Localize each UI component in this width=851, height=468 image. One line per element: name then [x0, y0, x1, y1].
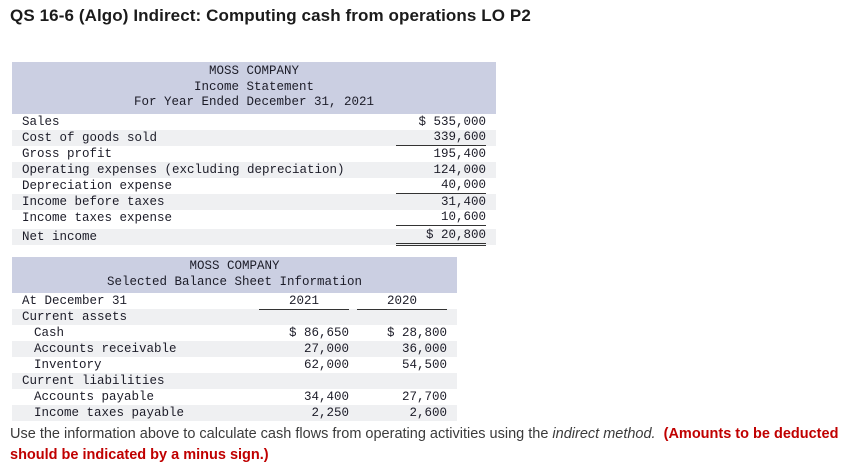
table-row: Depreciation expense 40,000: [12, 178, 496, 194]
table-row: Income taxes expense 10,600: [12, 210, 496, 226]
page-title: QS 16-6 (Algo) Indirect: Computing cash …: [10, 6, 531, 25]
row-label: Gross profit: [22, 146, 113, 161]
row-value: $ 535,000: [418, 114, 486, 129]
company-name: MOSS COMPANY: [208, 64, 299, 78]
row-value-2021: 34,400: [303, 390, 349, 404]
income-statement-table: MOSS COMPANY Income Statement For Year E…: [12, 62, 496, 246]
statement-period: For Year Ended December 31, 2021: [133, 95, 375, 109]
column-header-row: At December 31 2021 2020: [12, 293, 457, 310]
row-value-2020: $ 28,800: [386, 326, 447, 340]
table-row: Income before taxes 31,400: [12, 193, 496, 210]
row-value-2020: 2,600: [409, 406, 447, 420]
row-label: Sales: [22, 114, 60, 129]
row-label: Depreciation expense: [22, 178, 173, 193]
row-value: 339,600: [396, 129, 486, 146]
row-value: 10,600: [396, 209, 486, 226]
table-row: Cash $ 86,650 $ 28,800: [12, 325, 457, 341]
row-value-2020: 36,000: [401, 342, 447, 356]
table-row: Gross profit 195,400: [12, 146, 496, 162]
section-label: Current liabilities: [22, 374, 165, 388]
row-label: Accounts payable: [34, 390, 155, 404]
row-value-2020: 54,500: [401, 358, 447, 372]
table-row: Net income $ 20,800: [12, 227, 496, 246]
table-row: Income taxes payable 2,250 2,600: [12, 405, 457, 421]
statement-title: Selected Balance Sheet Information: [106, 274, 363, 289]
row-value-2021: 27,000: [303, 342, 349, 356]
row-label: Net income: [22, 229, 98, 244]
instructions-text: Use the information above to calculate c…: [10, 424, 842, 466]
row-label: Income taxes expense: [22, 210, 173, 225]
row-label: Income taxes payable: [34, 406, 185, 420]
row-value: 31,400: [440, 194, 486, 209]
row-value: 40,000: [396, 177, 486, 194]
table-row: Operating expenses (excluding depreciati…: [12, 161, 496, 178]
row-label: Inventory: [34, 358, 102, 372]
row-value: 195,400: [433, 146, 486, 161]
instructions-italic: indirect method.: [548, 426, 656, 442]
row-label: Cash: [34, 326, 65, 340]
row-value: $ 20,800: [396, 227, 486, 246]
column-header-2021: 2021: [259, 293, 349, 310]
table-row: Cost of goods sold 339,600: [12, 129, 496, 146]
table-row: Sales $ 535,000: [12, 114, 496, 130]
column-header-2020: 2020: [357, 293, 447, 310]
row-value-2021: $ 86,650: [288, 326, 349, 340]
row-label: Cost of goods sold: [22, 130, 158, 145]
row-value: 124,000: [433, 162, 486, 177]
row-label: Operating expenses (excluding depreciati…: [22, 162, 345, 177]
table-row: Current liabilities: [12, 373, 457, 389]
row-value-2020: 27,700: [401, 390, 447, 404]
section-label: Current assets: [22, 310, 128, 324]
income-statement-header: MOSS COMPANY Income Statement For Year E…: [12, 62, 496, 114]
row-label: Income before taxes: [22, 194, 165, 209]
row-value-2021: 62,000: [303, 358, 349, 372]
balance-sheet-table: MOSS COMPANY Selected Balance Sheet Info…: [12, 257, 457, 421]
table-row: Inventory 62,000 54,500: [12, 357, 457, 373]
row-label: Accounts receivable: [34, 342, 177, 356]
balance-sheet-header: MOSS COMPANY Selected Balance Sheet Info…: [12, 257, 457, 293]
instructions-warning: (Amounts to be deducted should be indica…: [10, 426, 839, 463]
table-row: Accounts receivable 27,000 36,000: [12, 341, 457, 357]
company-name: MOSS COMPANY: [189, 259, 280, 273]
row-value-2021: 2,250: [311, 406, 349, 420]
table-row: Current assets: [12, 309, 457, 325]
column-header-label: At December 31: [22, 294, 128, 308]
instructions-lead: Use the information above to calculate c…: [10, 426, 549, 442]
table-row: Accounts payable 34,400 27,700: [12, 389, 457, 405]
statement-title: Income Statement: [193, 79, 315, 94]
